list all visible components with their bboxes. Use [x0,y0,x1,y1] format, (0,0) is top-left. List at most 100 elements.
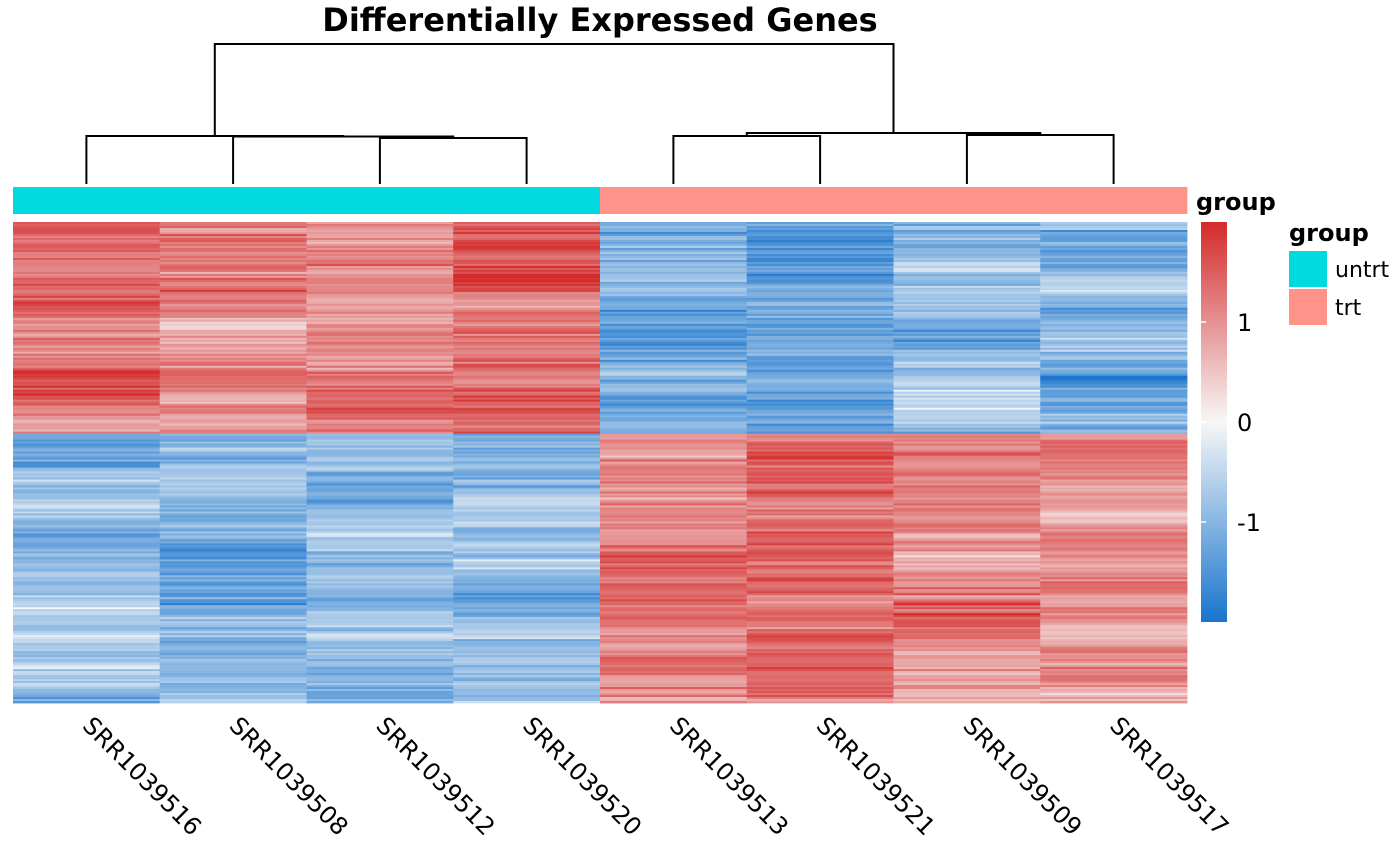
heat-cell-b0-c3-r22 [453,265,601,269]
heat-cell-b0-c2-r0 [306,222,454,225]
heat-cell-b0-c0-r48 [13,317,161,321]
heat-cell-b0-c4-r99 [600,419,748,423]
heat-cell-b1-c4-r47 [600,527,748,530]
heat-cell-b0-c0-r54 [13,329,161,333]
heat-cell-b1-c3-r91 [453,615,601,618]
heat-cell-b0-c7-r37 [1040,295,1188,299]
heat-cell-b1-c4-r34 [600,501,748,504]
heat-cell-b0-c5-r79 [746,379,894,383]
heat-cell-b0-c5-r84 [746,389,894,393]
heat-cell-b0-c3-r92 [453,405,601,409]
heat-cell-b1-c0-r6 [13,445,161,449]
heat-cell-b1-c0-r65 [13,563,161,566]
heat-cell-b0-c3-r56 [453,333,601,337]
annotation-cell-SRR1039513 [600,187,748,214]
heat-cell-b0-c6-r50 [893,321,1041,325]
heat-cell-b1-c3-r134 [453,701,601,704]
heat-cell-b0-c5-r69 [746,359,894,363]
heat-cell-b1-c5-r29 [746,491,894,494]
heat-cell-b1-c7-r79 [1040,591,1188,594]
heat-cell-b0-c4-r80 [600,381,748,385]
heat-cell-b1-c4-r27 [600,487,748,490]
heat-cell-b1-c6-r87 [893,607,1041,610]
heat-cell-b0-c6-r92 [893,405,1041,409]
heat-cell-b1-c3-r17 [453,467,601,470]
heat-cell-b1-c1-r92 [159,617,307,620]
heat-cell-b0-c4-r76 [600,373,748,377]
heat-cell-b1-c4-r105 [600,643,748,646]
heat-cell-b1-c4-r120 [600,673,748,676]
heat-cell-b1-c1-r108 [159,649,307,652]
heat-cell-b0-c6-r60 [893,341,1041,345]
heat-cell-b1-c2-r16 [306,465,454,468]
heat-cell-b0-c5-r100 [746,421,894,425]
heat-cell-b1-c6-r104 [893,641,1041,644]
heat-cell-b1-c2-r44 [306,521,454,524]
heat-cell-b0-c5-r43 [746,307,894,311]
heat-cell-b0-c5-r37 [746,295,894,299]
heat-cell-b0-c6-r71 [893,363,1041,367]
heat-cell-b1-c0-r46 [13,525,161,528]
heat-cell-b1-c4-r91 [600,615,748,618]
heat-cell-b1-c2-r38 [306,509,454,512]
heat-cell-b0-c4-r39 [600,299,748,303]
heat-cell-b1-c7-r87 [1040,607,1188,610]
heat-cell-b1-c0-r104 [13,641,161,644]
heat-cell-b1-c4-r73 [600,579,748,582]
heat-cell-b0-c7-r89 [1040,399,1188,403]
heat-cell-b1-c1-r19 [159,471,307,474]
heat-cell-b1-c2-r61 [306,555,454,558]
heat-cell-b1-c1-r87 [159,607,307,610]
heat-cell-b1-c3-r8 [453,449,601,452]
heat-cell-b1-c2-r130 [306,693,454,696]
heat-cell-b0-c6-r63 [893,347,1041,351]
heat-cell-b0-c0-r20 [13,261,161,265]
heat-cell-b0-c6-r74 [893,369,1041,373]
heat-cell-b1-c1-r30 [159,493,307,496]
heat-cell-b0-c7-r17 [1040,255,1188,259]
heat-cell-b0-c2-r58 [306,337,454,341]
heat-cell-b0-c3-r66 [453,353,601,357]
heat-cell-b1-c3-r31 [453,495,601,498]
heat-cell-b0-c2-r90 [306,401,454,405]
heat-cell-b0-c4-r65 [600,351,748,355]
heat-cell-b0-c6-r81 [893,383,1041,387]
heat-cell-b0-c7-r10 [1040,241,1188,245]
heat-cell-b1-c5-r38 [746,509,894,512]
heat-cell-b1-c0-r0 [13,433,161,437]
heat-cell-b0-c6-r69 [893,359,1041,363]
heat-cell-b1-c2-r56 [306,545,454,548]
heat-cell-b0-c2-r1 [306,224,454,227]
heat-cell-b1-c1-r88 [159,609,307,612]
heat-cell-b1-c6-r78 [893,589,1041,592]
heat-cell-b1-c5-r102 [746,637,894,640]
heat-cell-b1-c0-r61 [13,555,161,558]
heat-cell-b1-c4-r111 [600,655,748,658]
heat-cell-b1-c0-r95 [13,623,161,626]
heat-cell-b1-c3-r124 [453,681,601,684]
heat-cell-b0-c4-r24 [600,269,748,273]
heat-cell-b1-c4-r8 [600,449,748,452]
heat-cell-b0-c4-r97 [600,415,748,419]
heat-cell-b0-c4-r92 [600,405,748,409]
heat-cell-b0-c3-r95 [453,411,601,415]
heat-cell-b0-c3-r32 [453,285,601,289]
heat-cell-b1-c5-r6 [746,445,894,449]
heat-cell-b0-c2-r73 [306,367,454,371]
heat-cell-b1-c3-r120 [453,673,601,676]
color-scale-legend: 10-1 [1201,222,1261,622]
heat-cell-b0-c6-r62 [893,345,1041,349]
heat-cell-b1-c1-r22 [159,477,307,480]
heat-cell-b1-c1-r75 [159,583,307,586]
heat-cell-b1-c7-r86 [1040,605,1188,608]
heat-cell-b1-c0-r55 [13,543,161,546]
heat-cell-b1-c1-r95 [159,623,307,626]
heat-cell-b0-c4-r96 [600,413,748,417]
heat-cell-b1-c6-r46 [893,525,1041,528]
heat-cell-b1-c6-r56 [893,545,1041,548]
heat-cell-b1-c3-r100 [453,633,601,636]
heat-cell-b0-c7-r65 [1040,351,1188,355]
heat-cell-b0-c1-r55 [159,331,307,335]
heat-cell-b0-c4-r70 [600,361,748,365]
heat-cell-b1-c1-r7 [159,447,307,451]
